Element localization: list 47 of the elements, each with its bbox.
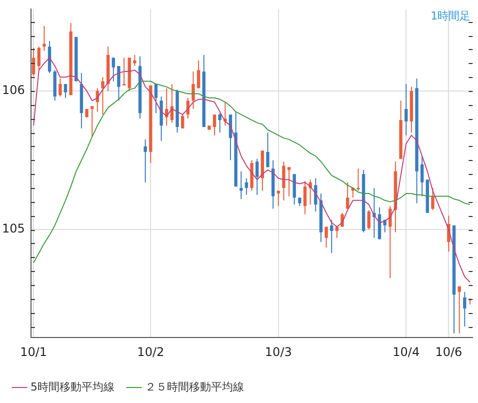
y-tick-label: 105 (2, 222, 25, 236)
candlestick (196, 60, 200, 89)
x-tick-label: 10/2 (137, 344, 164, 359)
candlestick (404, 84, 408, 136)
candlestick (303, 180, 307, 215)
x-tick-label: 10/1 (20, 344, 48, 359)
candlestick (144, 138, 147, 183)
x-tick-label: 10/3 (264, 344, 292, 359)
candlestick (367, 210, 370, 230)
candlestick (112, 57, 115, 82)
candlestick (463, 291, 466, 328)
candlestick (282, 161, 286, 201)
candlestick (37, 46, 40, 71)
candlestick (64, 84, 68, 98)
candlestick (58, 78, 62, 97)
y-tick-label: 106 (2, 83, 25, 98)
candlestick (292, 174, 296, 206)
candlestick (420, 156, 424, 197)
candlestick (133, 54, 136, 67)
candlestick (431, 187, 434, 211)
candlestick (346, 182, 350, 210)
x-tick-label: 10/6 (435, 344, 462, 359)
candlestick (101, 76, 104, 116)
candlestick (42, 25, 46, 52)
candlestick (122, 57, 126, 86)
candlestick (32, 48, 36, 76)
candlestick (458, 286, 461, 334)
candlestick (388, 205, 392, 279)
x-tick-label: 10/4 (392, 344, 420, 359)
candlestick (154, 84, 158, 114)
candlestick (356, 168, 360, 192)
candlestick (218, 112, 222, 134)
candlestick (244, 178, 248, 196)
candlestick (324, 226, 328, 248)
legend-label: ２５時間移動平均線 (145, 380, 244, 394)
candlestick (330, 219, 334, 254)
candlestick (192, 71, 195, 110)
candlestick (212, 114, 216, 136)
candlestick (276, 190, 280, 206)
candlestick (180, 114, 184, 129)
candlestick (90, 106, 94, 138)
legend-label: 5時間移動平均線 (30, 380, 114, 394)
candlestick (117, 66, 120, 102)
candlestick (266, 132, 270, 168)
candlestick (287, 166, 291, 197)
candlestick (256, 158, 259, 196)
annotation: 1時間足 (430, 10, 471, 23)
